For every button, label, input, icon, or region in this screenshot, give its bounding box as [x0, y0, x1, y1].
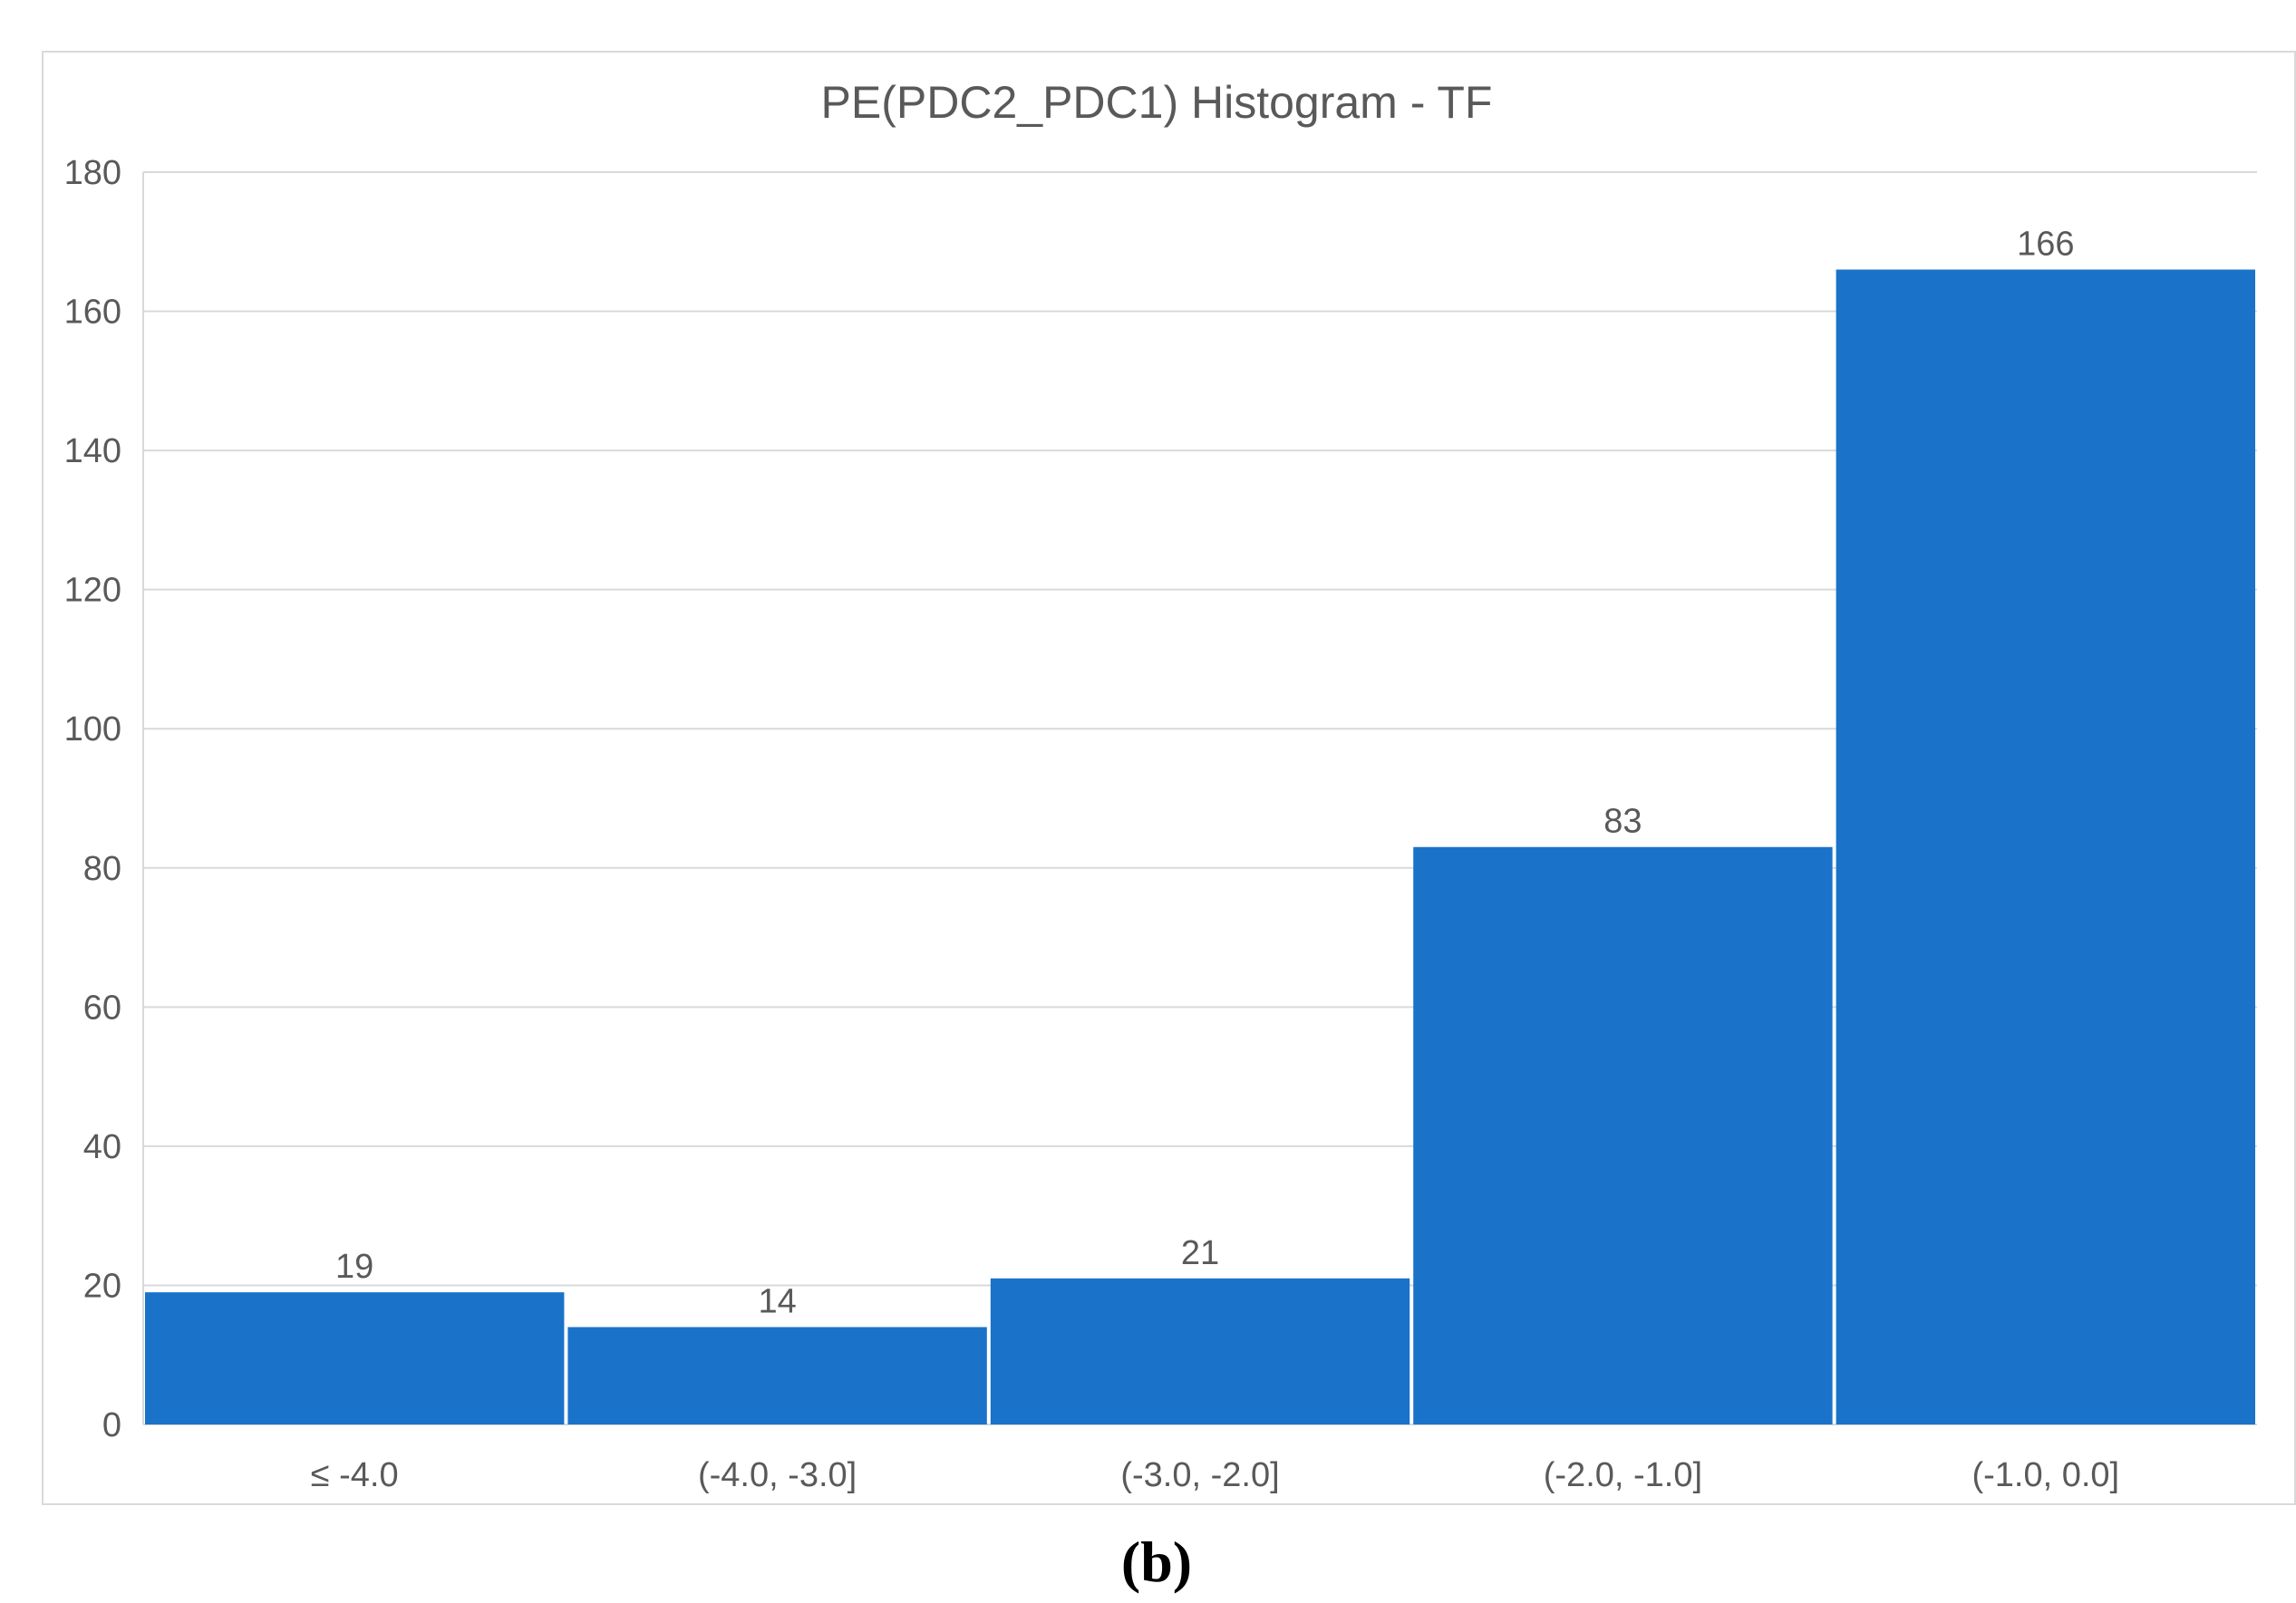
- y-tick-label: 140: [64, 432, 121, 470]
- bar: [990, 1278, 1410, 1424]
- y-tick-label: 180: [64, 154, 121, 192]
- data-label: 166: [2017, 225, 2074, 263]
- x-tick-label: (-1.0, 0.0]: [1971, 1456, 2119, 1494]
- y-tick-label: 60: [83, 989, 121, 1027]
- y-tick-label: 160: [64, 294, 121, 332]
- x-tick-label: (-3.0, -2.0]: [1120, 1456, 1279, 1494]
- bars: [145, 269, 2255, 1424]
- bar: [567, 1327, 987, 1424]
- data-label: 14: [758, 1283, 796, 1321]
- x-tick-label: ≤ -4.0: [311, 1456, 399, 1494]
- bar: [1836, 269, 2255, 1424]
- y-tick-label: 40: [83, 1128, 121, 1166]
- x-tick-label: (-2.0, -1.0]: [1544, 1456, 1702, 1494]
- data-label: 83: [1603, 803, 1642, 841]
- y-tick-label: 120: [64, 572, 121, 610]
- data-label: 19: [335, 1248, 373, 1286]
- figure-caption: (b): [1121, 1530, 1192, 1594]
- y-tick-label: 100: [64, 710, 121, 748]
- y-tick-label: 20: [83, 1267, 121, 1305]
- bar: [145, 1292, 565, 1424]
- data-label: 21: [1181, 1234, 1219, 1272]
- bar: [1413, 846, 1833, 1424]
- data-labels: 19 14 21 83 166: [335, 225, 2074, 1320]
- x-tick-label: (-4.0, -3.0]: [698, 1456, 857, 1494]
- y-tick-label: 80: [83, 850, 121, 888]
- x-axis-ticks: ≤ -4.0 (-4.0, -3.0] (-3.0, -2.0] (-2.0, -1.…: [311, 1456, 2119, 1494]
- y-axis-ticks: 0 20 40 60 80 100 120 140 160 180: [64, 154, 121, 1444]
- chart-title: PE(PDC2_PDC1) Histogram - TF: [821, 77, 1493, 128]
- y-tick-label: 0: [102, 1406, 121, 1444]
